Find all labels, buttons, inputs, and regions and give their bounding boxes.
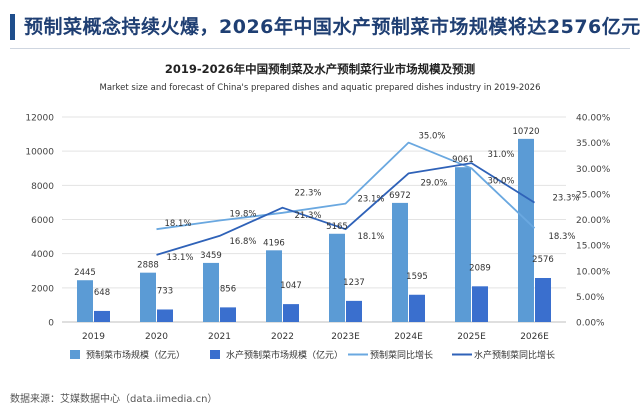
line-label-aquatic: 18.1% [358,232,385,242]
y-tick-right: 5.00% [576,293,605,303]
bar-aquatic [220,307,236,322]
y-tick-right: 25.00% [576,190,611,200]
bar-aquatic [472,286,488,322]
header-accent-bar [10,14,15,40]
y-tick-left: 8000 [31,182,54,192]
x-tick-label: 2026E [520,332,549,342]
x-tick-label: 2024E [394,332,423,342]
bar-label-aquatic: 1047 [280,281,302,291]
x-tick-label: 2020 [145,332,168,342]
y-axis-right: 0.00% 5.00% 10.00% 15.00% 20.00% 25.00% 30.00%… [576,114,611,329]
line-label-prepared: 18.1% [165,219,192,229]
header-divider [10,48,630,49]
line-label-aquatic: 22.3% [295,189,322,199]
bar-label-prepared: 6972 [389,191,411,201]
data-source: 数据来源：艾媒数据中心（data.iimedia.cn） [10,394,218,405]
y-tick-left: 2000 [31,284,54,294]
line-label-prepared: 23.1% [358,195,385,205]
y-tick-left: 4000 [31,250,54,260]
bar-label-aquatic: 1237 [343,278,365,288]
bar-label-aquatic: 856 [220,284,236,294]
bar-label-prepared: 2888 [137,261,159,271]
market-size-chart: 2019-2026年中国预制菜及水产预制菜行业市场规模及预测 Market si… [25,62,611,361]
x-axis: 2019 2020 2021 2022 2023E 2024E 2025E 2026E [82,332,549,342]
x-tick-label: 2021 [208,332,231,342]
y-tick-left: 6000 [31,216,54,226]
legend-label: 预制菜同比增长 [370,349,433,361]
bar-prepared [455,167,471,322]
chart-subtitle: Market size and forecast of China's prep… [100,83,541,93]
bar-label-prepared: 10720 [512,127,539,137]
bar-label-prepared: 3459 [200,251,222,261]
y-tick-right: 35.00% [576,139,611,149]
y-tick-right: 15.00% [576,242,611,252]
line-prepared-growth [156,141,536,231]
y-axis-left: 0 2000 4000 6000 8000 10000 12000 [25,114,54,329]
chart-title: 2019-2026年中国预制菜及水产预制菜行业市场规模及预测 [165,62,475,76]
bar-label-prepared: 5165 [326,222,348,232]
bar-labels: 2445 648 2888 733 3459 856 4196 1047 5165 1237 697… [74,127,554,298]
bar-label-aquatic: 2089 [469,263,491,273]
line-label-aquatic: 23.3% [553,194,580,204]
bar-label-prepared: 9061 [452,155,474,165]
line-label-aquatic: 31.0% [488,150,515,160]
y-tick-left: 0 [48,319,54,329]
y-tick-left: 10000 [25,148,54,158]
bar-label-aquatic: 648 [94,288,110,298]
line-label-aquatic: 13.1% [167,253,194,263]
legend-label: 预制菜市场规模（亿元） [86,349,185,361]
page-title: 预制菜概念持续火爆，2026年中国水产预制菜市场规模将达2576亿元 [24,16,640,38]
y-tick-right: 40.00% [576,114,611,124]
legend-swatch [210,350,220,359]
bar-prepared [518,138,534,322]
line-label-prepared: 18.3% [549,232,576,242]
line-label-prepared: 21.3% [295,211,322,221]
line-label-aquatic: 29.0% [421,178,448,188]
bar-prepared [77,280,93,322]
line-label-prepared: 35.0% [419,132,446,142]
y-tick-left: 12000 [25,114,54,124]
line-label-prepared: 19.8% [230,210,257,220]
bar-label-aquatic: 1595 [406,272,428,282]
bar-label-prepared: 4196 [263,238,285,248]
y-tick-right: 0.00% [576,319,605,329]
legend: 预制菜市场规模（亿元） 水产预制菜市场规模（亿元） 预制菜同比增长 水产预制菜同比增长 [70,349,555,361]
header: 预制菜概念持续火爆，2026年中国水产预制菜市场规模将达2576亿元 [0,0,640,56]
bar-aquatic [409,294,425,322]
line-series [156,141,536,256]
x-tick-label: 2023E [331,332,360,342]
bar-series [77,138,551,322]
line-aquatic-growth [156,162,535,256]
bar-aquatic [535,277,551,322]
bar-prepared [329,233,345,322]
legend-swatch [70,350,80,359]
x-tick-label: 2025E [457,332,486,342]
bar-prepared [392,202,408,322]
bar-label-aquatic: 733 [157,286,173,296]
y-tick-right: 20.00% [576,216,611,226]
x-tick-label: 2022 [271,332,294,342]
bar-prepared [266,250,282,322]
legend-label: 水产预制菜同比增长 [474,349,555,361]
line-labels: 18.1% 19.8% 21.3% 23.1% 35.0% 30.0% 18.3% 13.1%… [165,132,580,263]
bar-aquatic [157,309,173,322]
bar-label-prepared: 2445 [74,268,96,278]
bar-label-aquatic: 2576 [532,255,554,265]
line-label-aquatic: 16.8% [230,237,257,247]
line-label-prepared: 30.0% [488,176,515,186]
y-tick-right: 30.00% [576,165,611,175]
legend-label: 水产预制菜市场规模（亿元） [226,349,343,361]
bar-aquatic [94,310,110,322]
x-tick-label: 2019 [82,332,105,342]
y-tick-right: 10.00% [576,267,611,277]
bar-prepared [140,272,156,322]
bar-aquatic [346,300,362,322]
bar-prepared [203,262,219,322]
bar-aquatic [283,304,299,322]
